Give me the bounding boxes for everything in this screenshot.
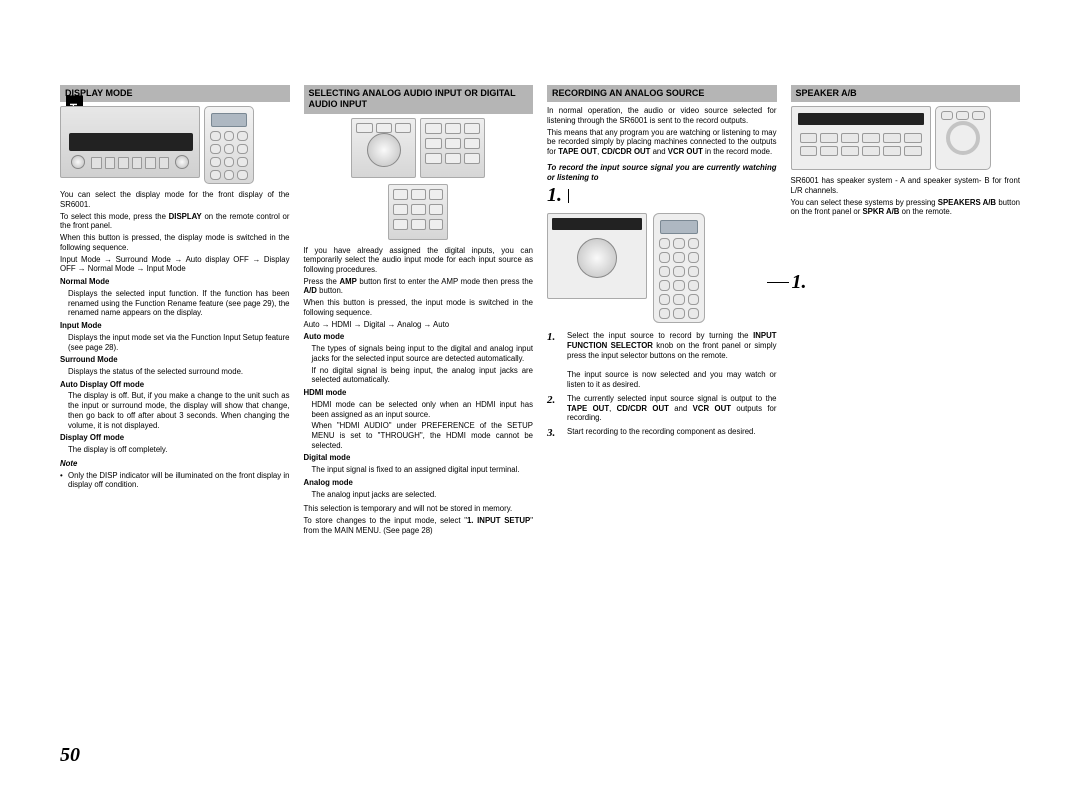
step-number: 1. <box>547 331 561 389</box>
note-text: Only the DISP indicator will be illumina… <box>60 471 290 490</box>
mode-list: Auto mode The types of signals being inp… <box>304 332 534 499</box>
text: SR6001 has speaker system - A and speake… <box>791 176 1021 195</box>
step: 2. The currently selected input source s… <box>547 394 777 423</box>
mode-title: Surround Mode <box>60 355 290 365</box>
heading-display-mode: DISPLAY MODE <box>60 85 290 102</box>
mode-title: Display Off mode <box>60 433 290 443</box>
mode-title: Auto Display Off mode <box>60 380 290 390</box>
mode-title: HDMI mode <box>304 388 534 398</box>
illustration-remote-tall <box>653 213 705 323</box>
text: You can select these systems by pressing… <box>791 198 1021 217</box>
text: If you have already assigned the digital… <box>304 246 534 275</box>
mode-desc: Displays the selected input function. If… <box>60 289 290 318</box>
illustration-panel-buttons <box>791 106 931 170</box>
col-recording: RECORDING AN ANALOG SOURCE In normal ope… <box>547 85 777 761</box>
heading-recording: RECORDING AN ANALOG SOURCE <box>547 85 777 102</box>
mode-desc: HDMI mode can be selected only when an H… <box>304 400 534 419</box>
subheading: To record the input source signal you ar… <box>547 163 777 182</box>
text: When this button is pressed, the display… <box>60 233 290 252</box>
col-display-mode: DISPLAY MODE You can select the display … <box>60 85 290 761</box>
illustration-panel-zoom <box>547 213 647 299</box>
illustration-front-panel <box>60 106 200 178</box>
step-number: 3. <box>547 427 561 439</box>
mode-desc: The display is off. But, if you make a c… <box>60 391 290 430</box>
step: 3. Start recording to the recording comp… <box>547 427 777 439</box>
mode-desc: The display is off completely. <box>60 445 290 455</box>
mode-desc: When "HDMI AUDIO" under PREFERENCE of th… <box>304 421 534 450</box>
mode-desc: Displays the status of the selected surr… <box>60 367 290 377</box>
mode-desc: The analog input jacks are selected. <box>304 490 534 500</box>
heading-speaker-ab: SPEAKER A/B <box>791 85 1021 102</box>
figure-display-mode <box>60 106 290 184</box>
figure-analog-digital <box>304 118 534 240</box>
sequence: Input Mode → Surround Mode → Auto displa… <box>60 255 290 274</box>
mode-desc: The input signal is fixed to an assigned… <box>304 465 534 475</box>
illustration-panel-segment <box>351 118 416 178</box>
callout-number: 1. <box>792 271 807 294</box>
page-number: 50 <box>60 744 80 767</box>
text: Press the AMP button first to enter the … <box>304 277 534 296</box>
manual-page: ENGLISH DISPLAY MODE You can select the … <box>0 0 1080 801</box>
mode-desc: Displays the input mode set via the Func… <box>60 333 290 352</box>
illustration-remote-segment-b <box>388 184 448 240</box>
mode-title: Input Mode <box>60 321 290 331</box>
column-layout: DISPLAY MODE You can select the display … <box>60 85 1020 761</box>
mode-desc: If no digital signal is being input, the… <box>304 366 534 385</box>
text: To store changes to the input mode, sele… <box>304 516 534 535</box>
figure-recording: 1. <box>547 213 777 323</box>
callout-number: 1. <box>547 184 562 206</box>
mode-title: Normal Mode <box>60 277 290 287</box>
text: This selection is temporary and will not… <box>304 504 534 514</box>
text: This means that any program you are watc… <box>547 128 777 157</box>
text: When this button is pressed, the input m… <box>304 298 534 317</box>
mode-title: Digital mode <box>304 453 534 463</box>
callout-top: 1. <box>547 184 777 207</box>
text: You can select the display mode for the … <box>60 190 290 209</box>
figure-speaker-ab <box>791 106 1021 170</box>
note-title: Note <box>60 459 290 469</box>
step-number: 2. <box>547 394 561 423</box>
mode-title: Analog mode <box>304 478 534 488</box>
text: To select this mode, press the DISPLAY o… <box>60 212 290 231</box>
col-analog-digital: SELECTING ANALOG AUDIO INPUT OR DIGITAL … <box>304 85 534 761</box>
mode-desc: The types of signals being input to the … <box>304 344 534 363</box>
mode-list: Normal Mode Displays the selected input … <box>60 277 290 455</box>
step: 1. Select the input source to record by … <box>547 331 777 389</box>
mode-title: Auto mode <box>304 332 534 342</box>
illustration-remote-segment <box>420 118 485 178</box>
col-speaker-ab: SPEAKER A/B SR6001 has speaker system - … <box>791 85 1021 761</box>
steps-list: 1. Select the input source to record by … <box>547 331 777 439</box>
heading-analog-digital: SELECTING ANALOG AUDIO INPUT OR DIGITAL … <box>304 85 534 114</box>
illustration-remote <box>204 106 254 184</box>
illustration-remote-ring <box>935 106 991 170</box>
sequence: Auto → HDMI → Digital → Analog → Auto <box>304 320 534 330</box>
callout-side: 1. <box>767 271 807 294</box>
text: In normal operation, the audio or video … <box>547 106 777 125</box>
